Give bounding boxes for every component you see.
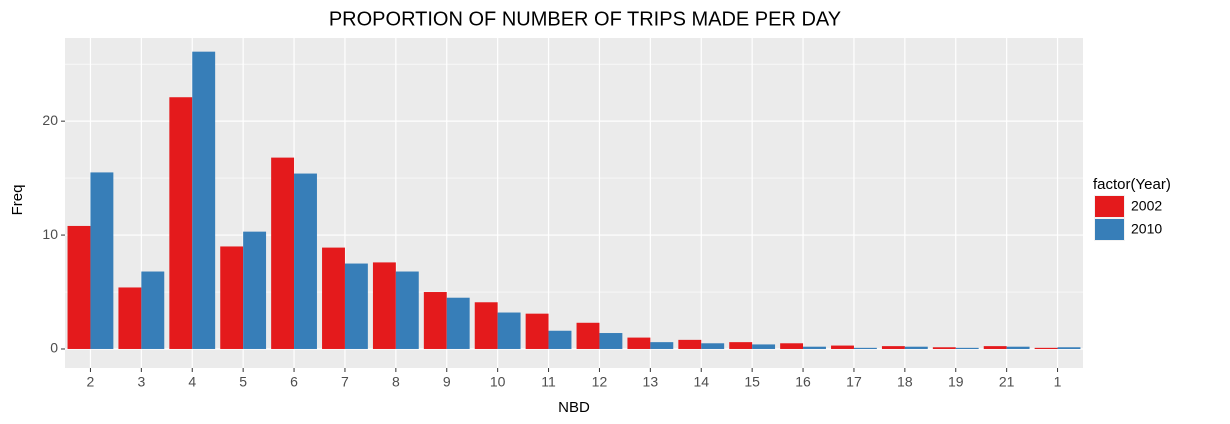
bar — [831, 345, 854, 349]
x-tick-label: 13 — [643, 374, 659, 390]
bar — [904, 346, 928, 349]
bar — [780, 343, 804, 349]
x-tick-label: 18 — [897, 374, 913, 390]
bar — [627, 337, 651, 349]
y-tick-label: 0 — [50, 340, 58, 356]
bar — [322, 247, 345, 349]
x-tick-label: 17 — [846, 374, 862, 390]
x-tick-label: 21 — [999, 374, 1015, 390]
bar — [701, 343, 725, 349]
x-tick-label: 19 — [948, 374, 964, 390]
x-tick-label: 6 — [290, 374, 298, 390]
bar — [243, 231, 267, 349]
bar — [67, 225, 91, 349]
bar — [1057, 347, 1081, 349]
x-tick-label: 2 — [87, 374, 95, 390]
bar — [1006, 346, 1030, 349]
bar — [474, 302, 498, 349]
bar — [599, 333, 623, 349]
x-tick-label: 14 — [693, 374, 709, 390]
bar — [169, 97, 193, 349]
x-tick-label: 10 — [490, 374, 506, 390]
bar — [90, 172, 114, 349]
legend-swatch — [1095, 219, 1124, 240]
chart-title: PROPORTION OF NUMBER OF TRIPS MADE PER D… — [329, 8, 841, 30]
bar — [955, 347, 979, 349]
y-tick-label: 10 — [42, 226, 58, 242]
bar — [881, 346, 905, 349]
x-tick-label: 8 — [392, 374, 400, 390]
bar — [395, 271, 419, 349]
x-tick-label: 7 — [341, 374, 349, 390]
bar — [678, 339, 702, 349]
x-tick-label: 16 — [795, 374, 811, 390]
bar — [576, 322, 600, 349]
bar — [446, 297, 470, 349]
bar — [525, 313, 549, 349]
x-tick-label: 15 — [744, 374, 760, 390]
x-axis-label: NBD — [558, 399, 590, 416]
legend-swatch — [1095, 196, 1124, 217]
x-tick-label: 3 — [137, 374, 145, 390]
bar — [548, 330, 572, 349]
bar — [752, 344, 776, 349]
bar — [1034, 347, 1058, 349]
x-tick-label: 11 — [541, 374, 556, 390]
legend-label: 2010 — [1131, 221, 1162, 237]
bar — [271, 157, 295, 349]
bar — [932, 347, 956, 349]
bar — [118, 287, 142, 349]
bar — [423, 292, 447, 349]
bar — [650, 342, 674, 349]
x-tick-label: 12 — [592, 374, 608, 390]
bar — [344, 263, 368, 349]
y-tick-label: 20 — [42, 112, 58, 128]
bar — [294, 173, 317, 349]
y-axis-label: Freq — [9, 185, 26, 216]
bar — [497, 312, 521, 349]
bar — [803, 346, 826, 349]
bar — [983, 346, 1007, 349]
bar — [220, 246, 244, 349]
x-tick-label: 1 — [1054, 374, 1062, 390]
panel — [65, 38, 1083, 368]
bar — [192, 51, 216, 349]
legend-label: 2002 — [1131, 198, 1162, 214]
bar — [141, 271, 165, 349]
legend-title: factor(Year) — [1093, 176, 1171, 193]
x-tick-label: 4 — [188, 374, 196, 390]
x-tick-label: 9 — [443, 374, 451, 390]
bar — [853, 347, 877, 349]
bar — [729, 342, 753, 349]
x-tick-label: 5 — [239, 374, 247, 390]
bar — [372, 262, 396, 349]
